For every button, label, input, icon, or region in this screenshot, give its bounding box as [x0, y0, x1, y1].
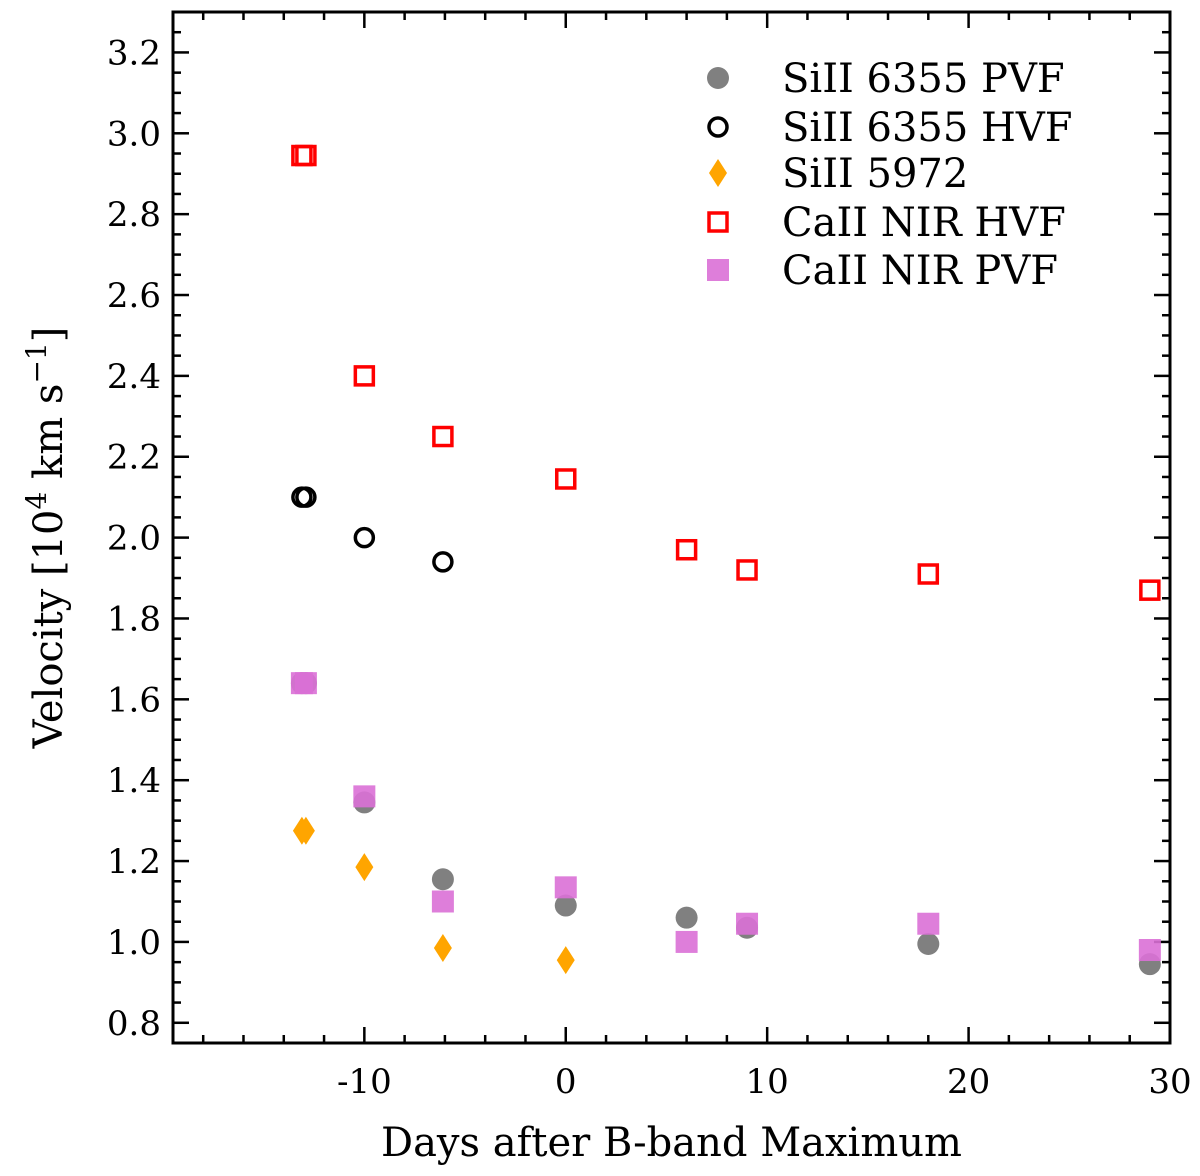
y-axis-label-end: ] — [26, 327, 72, 343]
y-tick-label: 2.4 — [107, 357, 161, 397]
legend-marker-3 — [707, 211, 729, 233]
point-caii-nir-hvf — [1139, 579, 1161, 601]
legend-label: SiII 5972 — [782, 151, 968, 197]
point-caii-nir-pvf — [675, 930, 698, 953]
point-caii-nir-pvf — [736, 912, 759, 935]
point-caii-nir-hvf — [736, 559, 758, 581]
legend-marker-2 — [709, 159, 727, 187]
point-caii-nir-hvf — [675, 538, 698, 561]
y-tick-label: 3.2 — [107, 33, 161, 73]
legend-marker-0 — [707, 67, 729, 89]
y-tick-label: 1.0 — [107, 923, 161, 963]
legend-label: SiII 6355 PVF — [782, 56, 1065, 102]
y-tick-label: 1.6 — [107, 680, 161, 720]
point-caii-nir-pvf — [353, 785, 376, 808]
point-siii-6355-hvf — [432, 551, 454, 573]
y-tick-label: 1.4 — [107, 761, 161, 801]
point-caii-nir-pvf — [554, 876, 577, 899]
point-caii-nir-pvf — [431, 890, 454, 913]
y-axis-label-units-sup: −1 — [20, 342, 53, 383]
y-axis-label: Velocity [104 km s−1] — [20, 327, 72, 750]
legend-marker-1 — [707, 116, 729, 138]
point-caii-nir-hvf — [555, 468, 577, 490]
y-tick-label: 2.0 — [107, 519, 161, 559]
point-siii-6355-pvf — [554, 894, 577, 917]
legend-label: SiII 6355 HVF — [782, 105, 1073, 151]
y-axis-label-main: Velocity [10 — [26, 509, 72, 749]
data-markers — [290, 144, 1161, 976]
x-tick-label: 0 — [555, 1062, 577, 1102]
point-caii-nir-pvf — [294, 672, 317, 695]
y-tick-label: 3.0 — [107, 114, 161, 154]
point-siii-6355-pvf — [917, 932, 940, 955]
point-caii-nir-pvf — [1138, 939, 1161, 962]
legend-label: CaII NIR HVF — [782, 200, 1066, 246]
point-caii-nir-hvf — [353, 365, 376, 387]
point-caii-nir-pvf — [917, 912, 940, 935]
point-siii-6355-pvf — [675, 906, 698, 929]
x-tick-label: 10 — [746, 1062, 789, 1102]
point-caii-nir-hvf — [432, 425, 454, 448]
y-tick-label: 2.8 — [107, 195, 161, 235]
tick-labels: -10 0 10 20 30 0.8 1.0 1.2 1.4 1.6 1.8 2.0 2.2 2.4 2.6… — [107, 33, 1192, 1102]
point-siii-6355-pvf — [431, 868, 454, 891]
y-tick-label: 2.6 — [107, 276, 161, 316]
x-tick-label: 20 — [947, 1062, 990, 1102]
x-tick-label: -10 — [337, 1062, 392, 1102]
point-siii-6355-hvf — [353, 526, 376, 549]
point-caii-nir-hvf — [917, 563, 940, 585]
point-siii-5972 — [355, 853, 374, 882]
point-siii-5972 — [296, 816, 315, 845]
y-axis-label-sup: 4 — [20, 492, 53, 510]
axis-ticks — [173, 12, 1172, 1043]
y-tick-label: 2.2 — [107, 438, 161, 478]
legend-label: CaII NIR PVF — [782, 248, 1058, 294]
y-tick-label: 0.8 — [107, 1004, 161, 1044]
point-caii-nir-hvf — [295, 144, 317, 167]
x-axis-label: Days after B-band Maximum — [381, 1120, 962, 1166]
point-siii-6355-hvf — [295, 486, 317, 508]
y-tick-label: 1.2 — [107, 842, 161, 882]
legend-marker-4 — [707, 259, 729, 281]
point-siii-5972 — [556, 946, 575, 975]
y-axis-label-units: km s — [26, 384, 72, 492]
point-siii-5972 — [433, 933, 452, 962]
x-tick-label: 30 — [1148, 1062, 1191, 1102]
plot-frame — [171, 10, 1172, 1045]
y-tick-label: 1.8 — [107, 599, 161, 639]
